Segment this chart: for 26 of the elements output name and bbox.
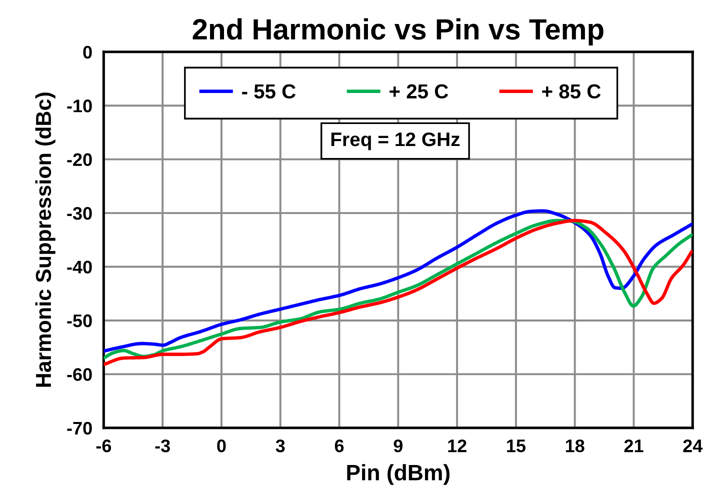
x-axis-title: Pin (dBm) — [347, 464, 450, 485]
annotation: Freq = 12 GHz — [331, 132, 460, 150]
x-tick-label: 0 — [217, 439, 226, 452]
x-tick-label: 3 — [276, 439, 285, 452]
x-tick-label: 15 — [507, 440, 526, 452]
x-tick-label: 9 — [394, 439, 403, 452]
y-tick-label: -60 — [67, 368, 92, 381]
y-tick-label: -30 — [67, 206, 92, 220]
x-tick-label: 12 — [448, 439, 466, 452]
y-tick-label: -70 — [67, 422, 92, 435]
y-tick-label: 0 — [83, 46, 92, 59]
x-tick-label: 24 — [683, 439, 703, 452]
legend-label: + 85 C — [542, 84, 601, 99]
legend-label: + 25 C — [390, 84, 448, 99]
x-tick-label: 21 — [624, 439, 644, 452]
y-axis-title: Harmonic Suppression (dBc) — [35, 92, 56, 387]
x-tick-label: -3 — [155, 439, 170, 452]
x-tick-label: -6 — [96, 439, 112, 452]
y-tick-label: -20 — [67, 153, 92, 166]
x-tick-label: 18 — [566, 439, 584, 452]
x-tick-label: 6 — [334, 439, 344, 452]
y-tick-label: -40 — [67, 260, 92, 274]
y-tick-label: -50 — [67, 314, 92, 328]
y-tick-label: -10 — [67, 100, 92, 112]
chart-title: 2nd Harmonic vs Pin vs Temp — [192, 18, 604, 46]
legend-label: - 55 C — [242, 84, 296, 99]
